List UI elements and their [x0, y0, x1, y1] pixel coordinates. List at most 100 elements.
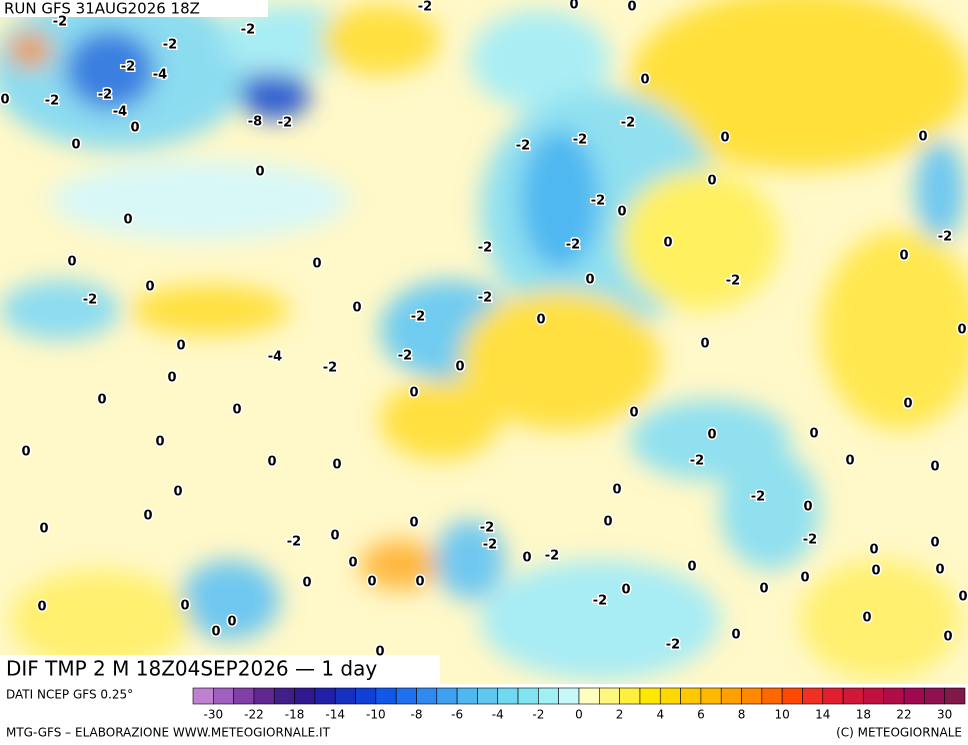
legend-swatch: [355, 687, 377, 705]
legend-label: 14: [815, 708, 830, 722]
legend-label: 30: [937, 708, 952, 722]
contour-label: 0: [862, 611, 871, 626]
legend-swatch: [375, 687, 397, 705]
contour-label: -2: [690, 454, 704, 469]
contour-label: 0: [180, 599, 189, 614]
contour-label: -2: [163, 38, 177, 53]
contour-label: 0: [930, 536, 939, 551]
legend-label: -8: [410, 708, 422, 722]
contour-label: 0: [409, 516, 418, 531]
contour-label: 0: [627, 0, 636, 15]
legend-label: -30: [204, 708, 224, 722]
legend-label: 6: [697, 708, 705, 722]
legend-swatch: [456, 687, 478, 705]
legend-label: 0: [575, 708, 583, 722]
contour-label: -2: [566, 238, 580, 253]
contour-label: 0: [943, 630, 952, 645]
legend-swatch: [416, 687, 438, 705]
legend-swatch: [273, 687, 295, 705]
contour-label: 0: [39, 522, 48, 537]
legend-label: -18: [285, 708, 305, 722]
contour-label: 0: [415, 575, 424, 590]
legend-swatch: [700, 687, 722, 705]
contour-label: 0: [155, 435, 164, 450]
contour-label: 0: [629, 406, 638, 421]
legend-label: 10: [775, 708, 790, 722]
contour-label: 0: [455, 360, 464, 375]
legend-swatch: [314, 687, 336, 705]
contour-label: 0: [21, 445, 30, 460]
contour-label: -4: [268, 350, 282, 365]
contour-label: 0: [918, 130, 927, 145]
legend-swatch: [619, 687, 641, 705]
contour-label: -2: [398, 349, 412, 364]
legend-swatch: [802, 687, 824, 705]
contour-label: 0: [585, 273, 594, 288]
contour-label: 0: [312, 257, 321, 272]
contour-label: -2: [83, 293, 97, 308]
contour-label: 0: [612, 483, 621, 498]
legend-swatch: [253, 687, 275, 705]
legend-label: -10: [366, 708, 386, 722]
legend-label: 4: [656, 708, 664, 722]
legend-swatch: [944, 687, 966, 705]
contour-label: -2: [53, 15, 67, 30]
contour-label: 0: [130, 121, 139, 136]
legend-swatch: [680, 687, 702, 705]
contour-label: 0: [930, 460, 939, 475]
contour-label: 0: [267, 455, 276, 470]
legend-swatch: [334, 687, 356, 705]
contour-label: 0: [145, 280, 154, 295]
contour-label: 0: [176, 339, 185, 354]
contour-label: -2: [480, 521, 494, 536]
contour-label: -2: [98, 88, 112, 103]
contour-label: 0: [173, 485, 182, 500]
contour-label: 0: [367, 575, 376, 590]
contour-label: -2: [726, 274, 740, 289]
contour-label: 0: [720, 131, 729, 146]
legend-swatch: [842, 687, 864, 705]
legend-swatch: [233, 687, 255, 705]
legend-swatch: [822, 687, 844, 705]
contour-label: 0: [899, 249, 908, 264]
contour-label: 0: [569, 0, 578, 13]
legend-swatch: [213, 687, 234, 705]
contour-label: -2: [938, 230, 952, 245]
contour-label: -2: [591, 194, 605, 209]
contour-label: -2: [418, 0, 432, 15]
contour-label: -2: [545, 549, 559, 564]
run-box: [0, 0, 268, 17]
contour-label: 0: [903, 397, 912, 412]
legend-label: -14: [325, 708, 345, 722]
contour-label: -2: [516, 139, 530, 154]
map-title: DIF TMP 2 M 18Z04SEP2026 — 1 day: [6, 657, 377, 681]
contour-label: -2: [483, 538, 497, 553]
legend-swatch: [192, 687, 214, 705]
legend-caption: DATI NCEP GFS 0.25°: [6, 688, 133, 702]
legend-label: 2: [616, 708, 624, 722]
contour-label: 0: [97, 393, 106, 408]
contour-label: 0: [0, 93, 9, 108]
run-label: RUN GFS 31AUG2026 18Z: [4, 0, 200, 18]
contour-label: 0: [621, 583, 630, 598]
legend-label: 22: [896, 708, 911, 722]
legend-swatch: [741, 687, 763, 705]
legend-swatch: [599, 687, 620, 705]
contour-label: 0: [227, 615, 236, 630]
contour-label: 0: [167, 371, 176, 386]
contour-label: -4: [113, 105, 127, 120]
contour-label: 0: [211, 625, 220, 640]
footer-right: (C) METEOGIORNALE: [836, 726, 962, 740]
contour-label: -2: [287, 535, 301, 550]
contour-label: -2: [751, 490, 765, 505]
contour-label: 0: [332, 458, 341, 473]
legend-label: -22: [244, 708, 264, 722]
contour-label: 0: [67, 255, 76, 270]
contour-label: -2: [593, 594, 607, 609]
contour-label: -8: [248, 115, 262, 130]
contour-label: 0: [232, 403, 241, 418]
legend-swatch: [538, 687, 559, 705]
legend-swatch: [497, 687, 519, 705]
title-box: [0, 655, 440, 685]
